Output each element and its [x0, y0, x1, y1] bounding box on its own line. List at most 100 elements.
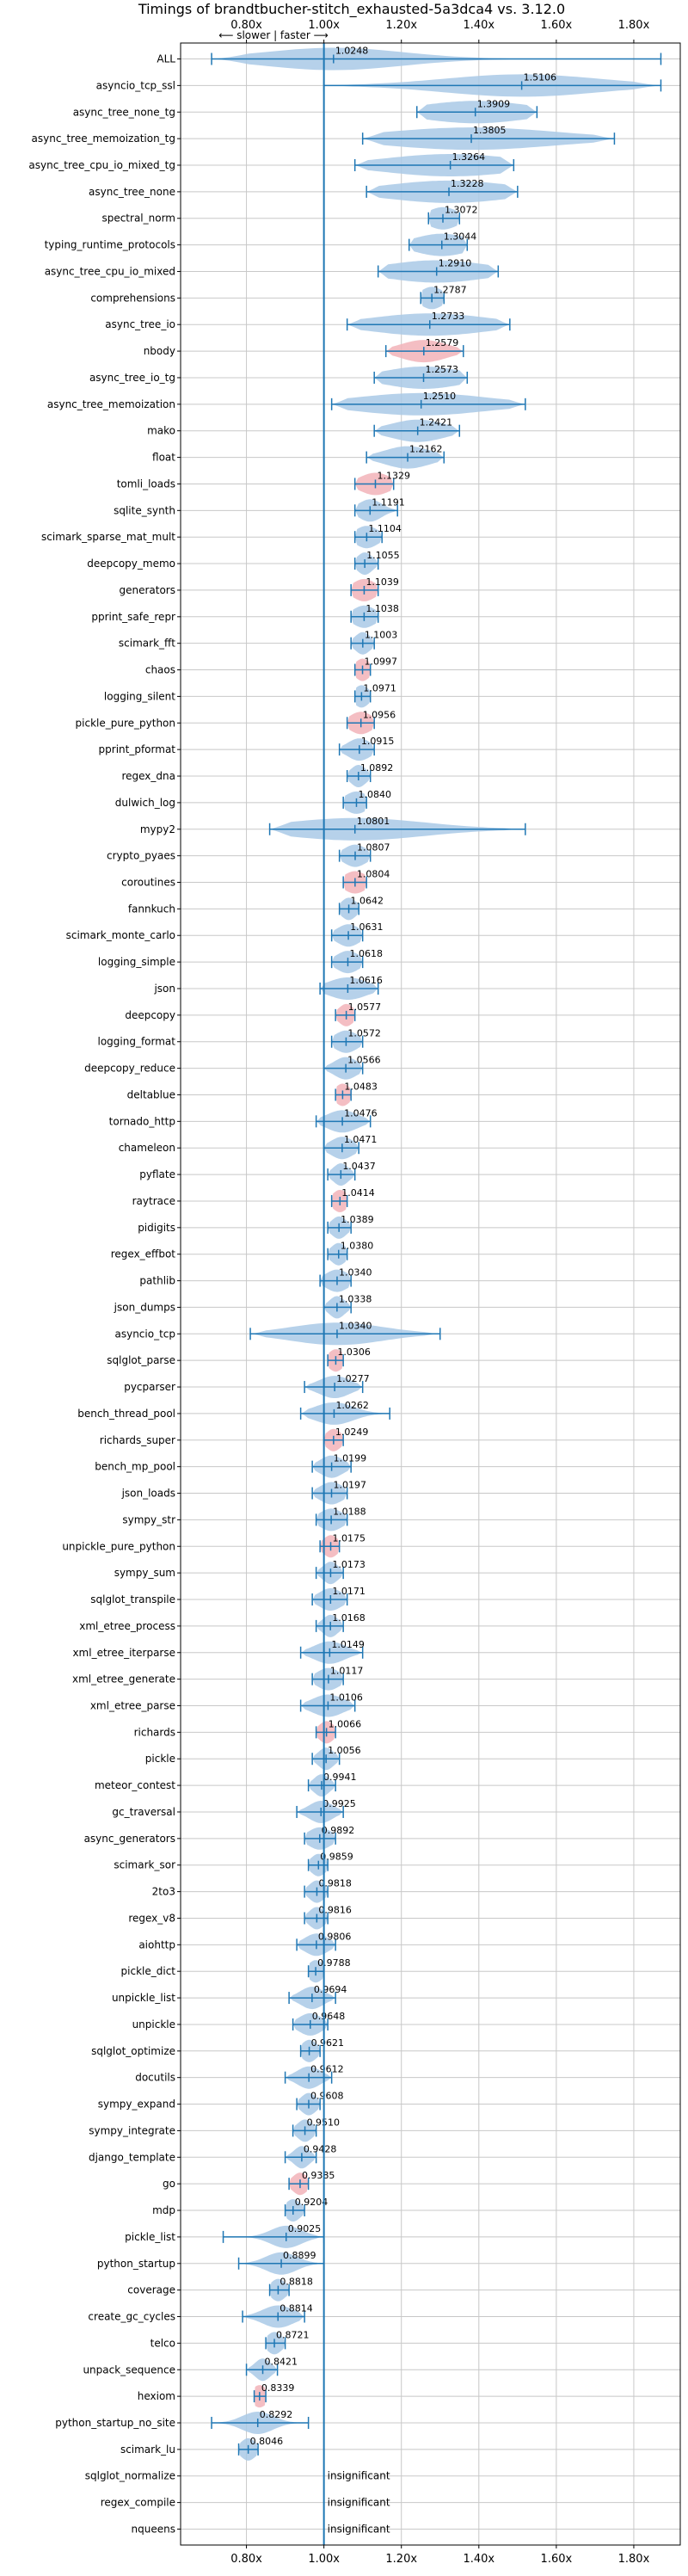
value-label: 0.9925 — [322, 1798, 356, 1809]
value-label: 1.0106 — [329, 1692, 363, 1703]
violin-layer — [211, 47, 662, 2461]
benchmark-label: scimark_fft — [119, 638, 175, 650]
value-label: 0.9608 — [310, 2091, 344, 2102]
benchmark-label: mdp — [152, 2204, 175, 2216]
x-tick-label-top: 1.60x — [541, 19, 573, 32]
value-label: 1.2787 — [433, 284, 467, 295]
x-tick-label-bottom: 1.00x — [308, 2553, 340, 2566]
value-label: 1.0173 — [332, 1559, 366, 1570]
benchmark-label: scimark_sparse_mat_mult — [41, 531, 175, 543]
benchmark-label: sqlite_synth — [114, 504, 175, 516]
benchmark-label: async_tree_cpu_io_mixed_tg — [28, 159, 175, 171]
value-label: 0.9621 — [311, 2037, 345, 2049]
value-label: 0.9806 — [318, 1931, 352, 1942]
benchmark-label: pickle_dict — [121, 1965, 176, 1977]
value-label: 1.0380 — [341, 1241, 374, 1252]
benchmark-label: deltablue — [127, 1088, 175, 1100]
value-label: 1.0804 — [357, 869, 390, 880]
value-label: 1.0971 — [363, 682, 396, 693]
benchmark-label: xml_etree_process — [79, 1620, 175, 1632]
label-layer: ALL 1.0248 asyncio_tcp_ssl 1.5106 async_tree… — [28, 46, 556, 2536]
value-label: 1.1191 — [372, 496, 405, 508]
value-label: 1.2910 — [439, 257, 471, 268]
benchmark-label: mypy2 — [140, 823, 175, 835]
value-label: 0.9612 — [310, 2064, 344, 2075]
benchmark-label: regex_effbot — [111, 1248, 176, 1260]
value-label: 1.2573 — [426, 364, 459, 375]
value-label: 0.8818 — [280, 2277, 313, 2288]
benchmark-label: python_startup_no_site — [55, 2417, 175, 2429]
benchmark-label: async_tree_memoization — [47, 398, 175, 410]
value-label: 1.0566 — [347, 1055, 381, 1066]
benchmark-label: django_template — [89, 2151, 175, 2163]
benchmark-label: meteor_contest — [95, 1779, 175, 1791]
benchmark-label: regex_compile — [101, 2497, 175, 2509]
value-label: 1.0801 — [357, 816, 390, 827]
insignificant-label: insignificant — [328, 2497, 390, 2509]
value-label: 1.0199 — [334, 1453, 367, 1464]
benchmark-label: async_generators — [84, 1833, 175, 1845]
benchmark-label: pycparser — [124, 1381, 175, 1393]
benchmark-label: fannkuch — [128, 903, 175, 915]
benchmark-label: regex_v8 — [128, 1912, 175, 1924]
plot-frame — [180, 42, 681, 2546]
benchmark-label: richards — [134, 1726, 175, 1738]
benchmark-label: hexiom — [138, 2390, 175, 2402]
benchmark-label: typing_runtime_protocols — [45, 239, 175, 251]
value-label: 1.0476 — [344, 1107, 378, 1119]
value-label: 1.0892 — [360, 762, 394, 773]
benchmark-label: pyflate — [139, 1168, 175, 1180]
value-label: 1.0175 — [333, 1532, 366, 1544]
benchmark-label: pathlib — [139, 1275, 175, 1287]
value-label: 1.1055 — [366, 550, 400, 561]
benchmark-label: pidigits — [138, 1222, 175, 1234]
value-label: 0.8292 — [260, 2409, 293, 2420]
value-label: 1.0306 — [337, 1347, 371, 1358]
benchmark-label: async_tree_memoization_tg — [32, 132, 175, 145]
value-label: 1.0249 — [335, 1427, 369, 1438]
value-label: 1.0066 — [329, 1718, 362, 1729]
value-label: 1.0149 — [331, 1639, 365, 1650]
benchmark-label: unpack_sequence — [83, 2363, 175, 2376]
benchmark-label: scimark_lu — [120, 2444, 175, 2456]
value-label: 1.0915 — [361, 736, 395, 747]
value-label: 0.8046 — [250, 2436, 284, 2447]
value-label: 0.9818 — [318, 1878, 352, 1889]
value-label: 1.0618 — [349, 948, 383, 959]
value-label: 1.2421 — [420, 417, 453, 428]
value-label: 1.0616 — [349, 975, 383, 986]
benchmark-label: async_tree_cpu_io_mixed — [45, 265, 175, 277]
benchmark-label: spectral_norm — [101, 213, 175, 225]
value-label: 1.0262 — [335, 1400, 369, 1411]
value-label: 1.1003 — [365, 630, 398, 641]
value-label: 0.8421 — [265, 2356, 298, 2367]
benchmark-label: xml_etree_parse — [90, 1699, 175, 1711]
benchmark-label: mako — [147, 425, 175, 437]
value-label: 0.9648 — [312, 2011, 346, 2022]
benchmark-label: sqlglot_transpile — [90, 1593, 175, 1605]
benchmark-label: regex_dna — [121, 770, 175, 782]
value-label: 1.0248 — [335, 46, 369, 57]
benchmark-label: pickle_pure_python — [76, 717, 175, 729]
benchmark-label: logging_silent — [104, 690, 175, 702]
value-label: 1.0956 — [363, 709, 396, 720]
insignificant-label: insignificant — [328, 2470, 390, 2482]
benchmark-label: async_tree_io_tg — [89, 372, 175, 384]
benchmark-label: unpickle — [132, 2018, 175, 2031]
value-label: 1.0277 — [336, 1373, 370, 1384]
benchmark-label: gc_traversal — [112, 1806, 175, 1818]
value-label: 1.0389 — [341, 1214, 374, 1225]
benchmark-label: deepcopy — [125, 1009, 175, 1021]
value-label: 1.0483 — [344, 1081, 378, 1092]
value-label: 0.9788 — [317, 1957, 351, 1969]
value-label: 1.5106 — [524, 71, 557, 83]
x-tick-label-bottom: 1.40x — [463, 2553, 494, 2566]
benchmark-label: unpickle_pure_python — [62, 1540, 175, 1552]
x-tick-label-top: 1.00x — [308, 19, 340, 32]
benchmark-label: unpickle_list — [112, 1992, 175, 2004]
direction-label: ⟵ slower | faster ⟶ — [218, 29, 329, 41]
benchmark-label: create_gc_cycles — [88, 2311, 175, 2323]
benchmark-label: logging_simple — [98, 956, 175, 968]
x-tick-label-top: 0.80x — [230, 19, 262, 32]
